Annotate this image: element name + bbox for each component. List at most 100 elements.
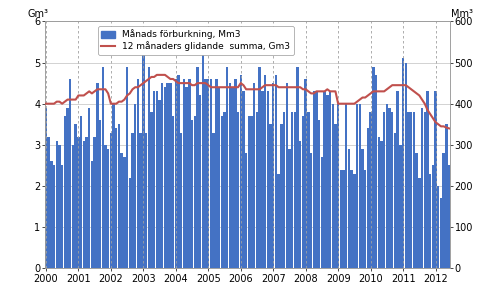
Bar bbox=[418, 178, 421, 268]
Bar bbox=[74, 124, 77, 268]
Bar bbox=[245, 153, 248, 268]
Bar bbox=[83, 141, 85, 268]
Bar bbox=[148, 66, 150, 268]
Bar bbox=[142, 42, 145, 268]
Bar bbox=[91, 161, 93, 268]
Bar bbox=[389, 108, 391, 268]
Bar bbox=[272, 83, 274, 268]
Bar bbox=[440, 199, 442, 268]
Bar bbox=[375, 75, 377, 268]
Bar bbox=[367, 128, 369, 268]
Bar bbox=[394, 132, 396, 268]
Bar bbox=[248, 116, 250, 268]
Bar bbox=[180, 132, 183, 268]
Bar bbox=[50, 161, 52, 268]
Bar bbox=[175, 79, 177, 268]
Bar bbox=[66, 108, 69, 268]
Bar bbox=[380, 141, 383, 268]
Bar bbox=[261, 92, 264, 268]
Bar bbox=[258, 66, 261, 268]
Bar bbox=[191, 120, 193, 268]
Bar bbox=[369, 112, 372, 268]
Bar bbox=[218, 87, 220, 268]
Bar bbox=[112, 104, 115, 268]
Bar bbox=[85, 137, 88, 268]
Bar bbox=[223, 112, 226, 268]
Bar bbox=[134, 104, 137, 268]
Bar bbox=[383, 112, 386, 268]
Bar bbox=[348, 149, 350, 268]
Bar bbox=[158, 99, 161, 268]
Bar bbox=[302, 116, 304, 268]
Bar bbox=[345, 104, 347, 268]
Bar bbox=[64, 116, 66, 268]
Bar bbox=[350, 170, 353, 268]
Bar bbox=[126, 66, 128, 268]
Bar bbox=[421, 108, 423, 268]
Bar bbox=[164, 87, 166, 268]
Bar bbox=[137, 79, 139, 268]
Bar bbox=[88, 108, 91, 268]
Bar bbox=[399, 145, 401, 268]
Bar bbox=[101, 66, 104, 268]
Bar bbox=[378, 137, 380, 268]
Bar bbox=[291, 112, 294, 268]
Bar bbox=[434, 92, 437, 268]
Legend: Månads förburkning, Mm3, 12 månaders glidande  summa, Gm3: Månads förburkning, Mm3, 12 månaders gli… bbox=[98, 26, 294, 55]
Bar bbox=[437, 186, 440, 268]
Bar bbox=[210, 79, 212, 268]
Bar bbox=[402, 59, 404, 268]
Bar bbox=[201, 54, 204, 268]
Bar bbox=[72, 145, 74, 268]
Bar bbox=[304, 79, 307, 268]
Bar bbox=[315, 92, 318, 268]
Bar bbox=[99, 120, 101, 268]
Bar bbox=[429, 174, 431, 268]
Bar bbox=[410, 112, 412, 268]
Bar bbox=[207, 79, 209, 268]
Bar bbox=[48, 137, 50, 268]
Bar bbox=[275, 75, 277, 268]
Bar bbox=[269, 124, 272, 268]
Bar bbox=[120, 153, 123, 268]
Bar bbox=[240, 75, 242, 268]
Bar bbox=[250, 116, 253, 268]
Bar bbox=[150, 112, 152, 268]
Bar bbox=[55, 141, 58, 268]
Bar bbox=[361, 149, 364, 268]
Bar bbox=[307, 112, 309, 268]
Bar bbox=[343, 170, 345, 268]
Bar bbox=[334, 124, 337, 268]
Bar bbox=[286, 83, 288, 268]
Bar bbox=[166, 83, 169, 268]
Bar bbox=[337, 104, 340, 268]
Bar bbox=[161, 83, 163, 268]
Bar bbox=[332, 104, 334, 268]
Bar bbox=[294, 112, 296, 268]
Bar bbox=[310, 153, 312, 268]
Bar bbox=[413, 112, 415, 268]
Bar bbox=[77, 137, 80, 268]
Bar bbox=[145, 132, 147, 268]
Bar bbox=[226, 66, 228, 268]
Bar bbox=[256, 112, 258, 268]
Bar bbox=[267, 92, 269, 268]
Bar bbox=[443, 153, 445, 268]
Bar bbox=[407, 112, 410, 268]
Bar bbox=[264, 75, 266, 268]
Bar bbox=[58, 145, 61, 268]
Bar bbox=[131, 132, 134, 268]
Bar bbox=[321, 157, 323, 268]
Bar bbox=[312, 92, 315, 268]
Bar bbox=[396, 92, 399, 268]
Bar bbox=[61, 165, 63, 268]
Bar bbox=[445, 124, 447, 268]
Bar bbox=[426, 92, 429, 268]
Bar bbox=[196, 66, 198, 268]
Bar bbox=[204, 79, 207, 268]
Bar bbox=[326, 95, 329, 268]
Bar bbox=[364, 170, 366, 268]
Bar bbox=[340, 170, 342, 268]
Bar bbox=[129, 178, 131, 268]
Bar bbox=[212, 132, 215, 268]
